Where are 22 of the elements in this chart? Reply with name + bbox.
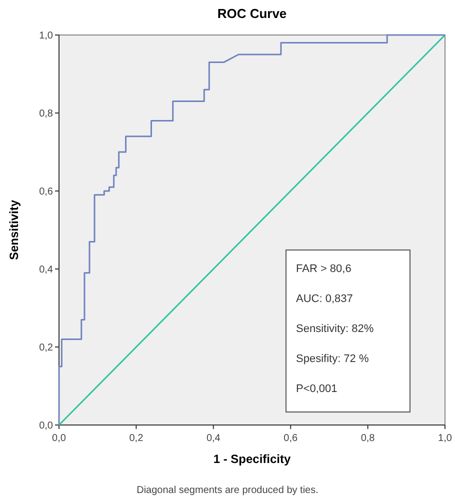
x-tick-label: 0,0	[52, 433, 66, 444]
annotation: P<0,001	[296, 383, 338, 395]
line-series	[58, 34, 446, 426]
y-tick-label: 1,0	[39, 30, 54, 42]
y-tick-label: 0,4	[39, 264, 54, 276]
annotation: AUC: 0,837	[296, 293, 353, 305]
y-tick-label: 0,6	[39, 186, 54, 198]
x-tick-label: 0,4	[206, 433, 221, 444]
x-tick-label: 1,0	[438, 433, 452, 444]
y-axis-title: Sensitivity	[7, 200, 21, 260]
annotation: FAR > 80,6	[296, 263, 352, 275]
x-tick-label: 0,8	[360, 433, 376, 444]
x-axis-title: 1 - Specificity	[213, 452, 291, 466]
y-tick-label: 0,8	[39, 108, 54, 120]
x-tick-label: 0,2	[129, 433, 144, 444]
y-tick-label: 0,0	[39, 420, 54, 432]
annotation: Sensitivity: 82%	[296, 323, 374, 335]
chart-title: ROC Curve	[217, 6, 287, 21]
y-tick-label: 0,2	[39, 342, 54, 354]
text: Diagonal segments are produced by ties.	[136, 485, 318, 496]
annotation: Spesifity: 72 %	[296, 353, 369, 365]
x-tick-label: 0,6	[284, 433, 298, 444]
